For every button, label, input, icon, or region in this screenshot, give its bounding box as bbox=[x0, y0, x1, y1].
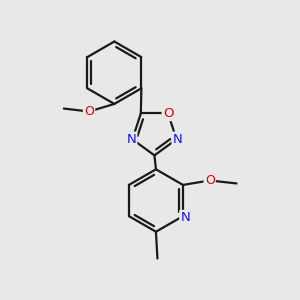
Text: N: N bbox=[173, 133, 183, 146]
Text: O: O bbox=[163, 107, 173, 120]
Text: N: N bbox=[181, 211, 190, 224]
Text: N: N bbox=[126, 133, 136, 146]
Text: O: O bbox=[205, 174, 215, 187]
Text: O: O bbox=[84, 105, 94, 118]
